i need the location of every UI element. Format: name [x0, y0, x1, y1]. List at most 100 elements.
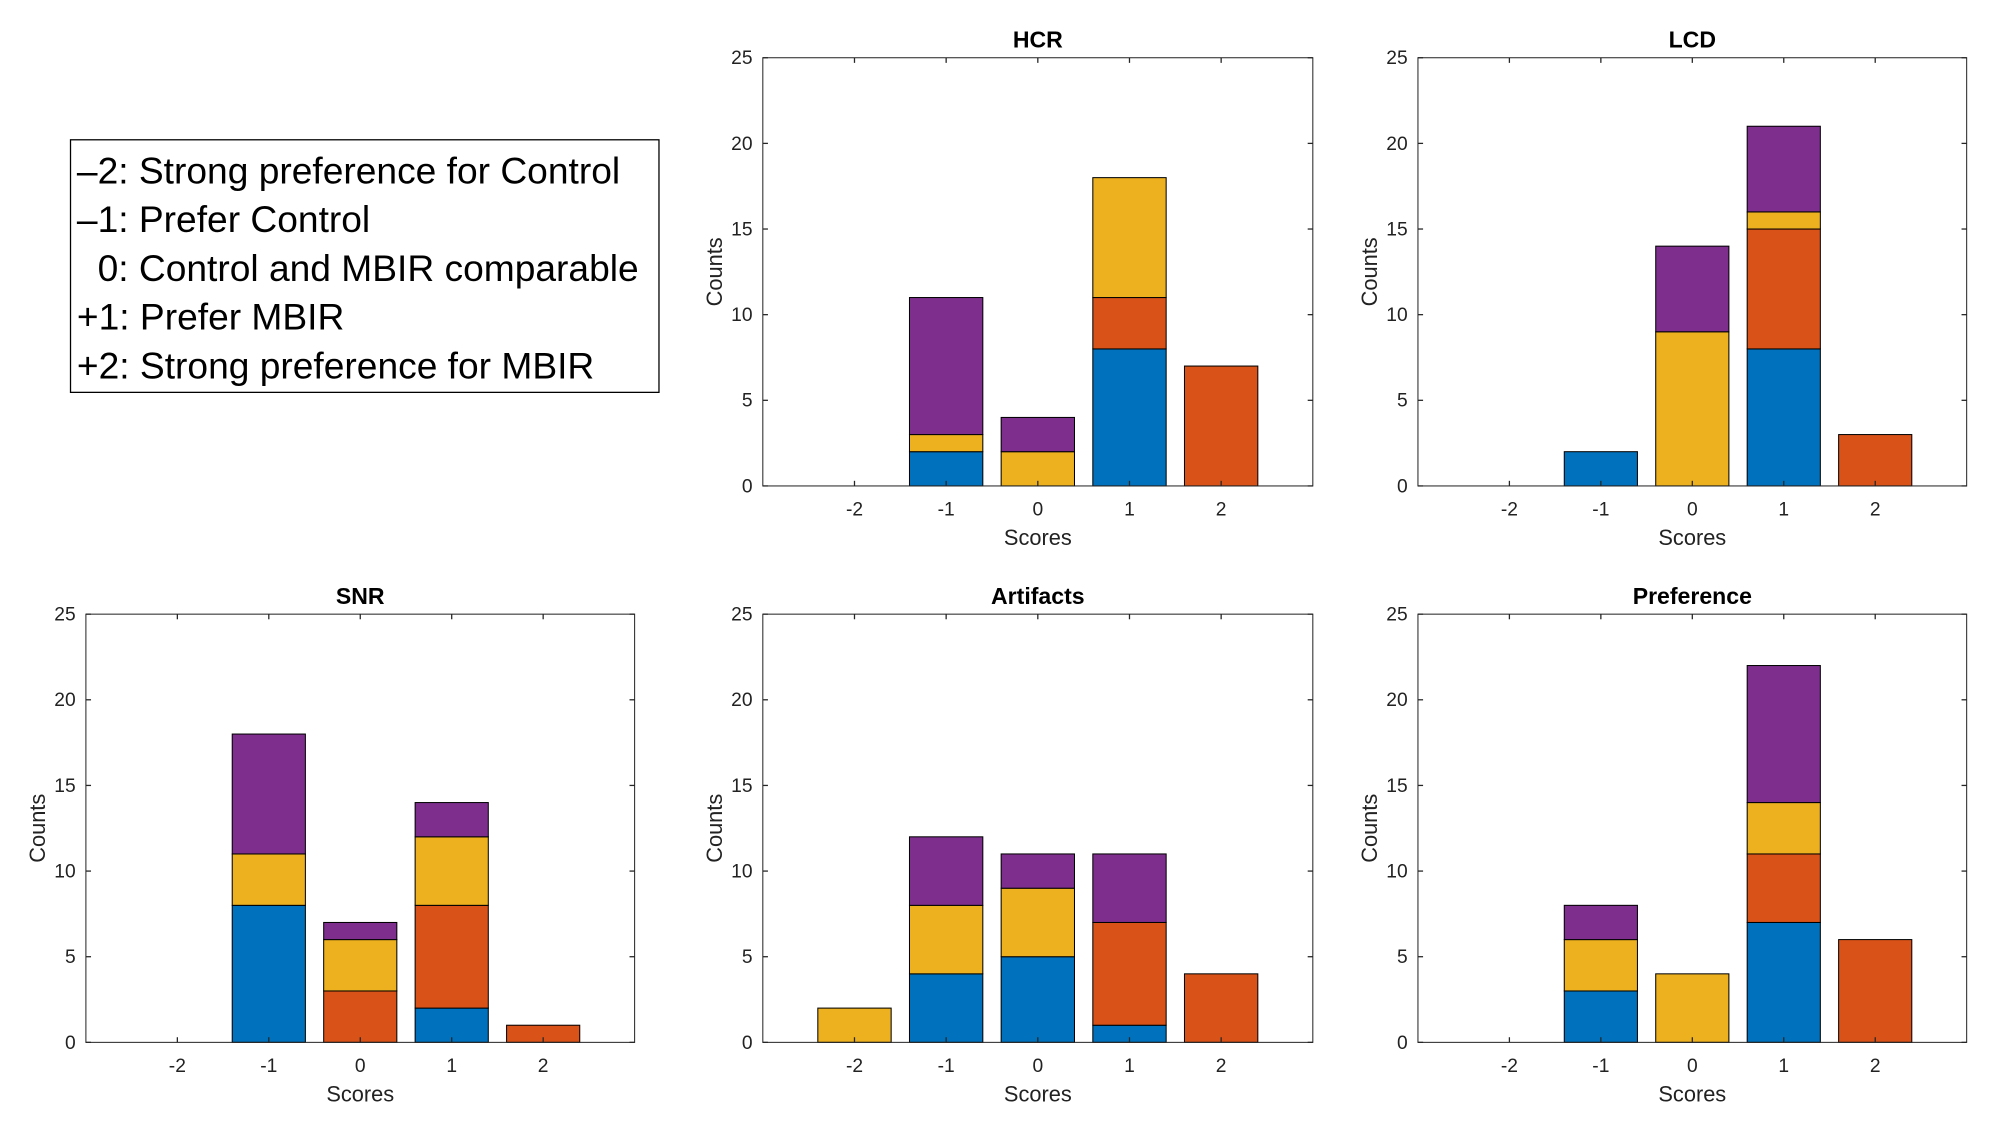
bar-purple--1 — [908, 836, 984, 906]
chart-preference: 0 5 10 15 20 25 -2 -1 0 1 2 Scores Counts Preference — [1357, 583, 1968, 1106]
bar-purple--1 — [1563, 904, 1638, 941]
y-tick-label: 25 — [731, 605, 752, 626]
x-axis-label: Scores — [1658, 525, 1726, 550]
x-tick-label: -1 — [938, 1056, 955, 1077]
y-axis-label: Counts — [1357, 237, 1382, 306]
chart-artifacts: 0 5 10 15 20 25 -2 -1 0 1 2 Scores Counts Artifacts — [702, 583, 1314, 1106]
x-tick-label: -1 — [1592, 1056, 1609, 1077]
y-tick-label: 5 — [1397, 391, 1408, 412]
y-tick-label: 0 — [65, 1033, 76, 1054]
bar-orange-0 — [323, 990, 398, 1043]
score-legend-box: –2: Strong preference for Control –1: Pr… — [69, 139, 660, 394]
x-tick-label: 0 — [355, 1056, 366, 1077]
bar-yellow--1 — [908, 904, 984, 975]
bar-yellow--1 — [908, 434, 984, 453]
legend-line: 0: Control and MBIR comparable — [77, 247, 639, 289]
bar-orange-2 — [1183, 973, 1259, 1043]
bar-purple-1 — [1746, 125, 1821, 213]
bar-blue--1 — [231, 904, 306, 1043]
y-tick-label: 0 — [1397, 1033, 1408, 1054]
y-tick-label: 25 — [731, 48, 752, 69]
chart-lcd: 0 5 10 15 20 25 -2 -1 0 1 2 Scores Counts LCD — [1357, 26, 1968, 550]
x-tick-label: 2 — [1870, 1056, 1881, 1077]
chart-title: Preference — [1633, 583, 1752, 609]
x-tick-label: 1 — [446, 1056, 457, 1077]
y-tick-label: 25 — [54, 605, 75, 626]
chart-hcr: 0 5 10 15 20 25 -2 -1 0 1 2 Scores Counts HCR — [702, 26, 1314, 550]
x-tick-label: 2 — [1870, 499, 1881, 520]
x-tick-label: 0 — [1687, 1056, 1698, 1077]
y-tick-label: 15 — [1386, 219, 1407, 240]
bar-yellow-0 — [1655, 973, 1730, 1043]
y-tick-label: 0 — [1397, 476, 1408, 497]
bar-purple--1 — [908, 297, 984, 436]
bar-purple--1 — [231, 733, 306, 855]
bar-blue--1 — [1563, 990, 1638, 1043]
bar-orange-2 — [1838, 939, 1913, 1043]
x-tick-label: 0 — [1032, 499, 1043, 520]
bar-orange-1 — [1092, 297, 1167, 350]
chart-title: SNR — [336, 583, 385, 609]
y-tick-label: 0 — [742, 1033, 753, 1054]
bar-yellow-1 — [414, 836, 489, 906]
y-tick-label: 5 — [1397, 947, 1408, 968]
bar-blue--1 — [908, 451, 984, 487]
y-tick-label: 15 — [731, 219, 752, 240]
bar-yellow-0 — [1000, 887, 1076, 958]
bar-purple-0 — [1655, 245, 1730, 333]
bar-orange-1 — [1746, 853, 1821, 923]
bar-yellow-1 — [1746, 211, 1821, 230]
bar-blue--1 — [1563, 451, 1638, 487]
x-tick-label: 1 — [1778, 499, 1789, 520]
y-tick-label: 5 — [742, 947, 753, 968]
y-tick-label: 10 — [54, 861, 75, 882]
bar-purple-0 — [323, 921, 398, 941]
y-tick-label: 15 — [1386, 776, 1407, 797]
y-tick-label: 25 — [1386, 48, 1407, 69]
bar-orange-2 — [1183, 365, 1259, 487]
bar-yellow-1 — [1746, 802, 1821, 855]
y-axis-label: Counts — [702, 794, 727, 863]
x-tick-label: 1 — [1124, 1056, 1135, 1077]
y-tick-label: 25 — [1386, 605, 1407, 626]
x-axis-label: Scores — [326, 1081, 394, 1106]
x-axis-label: Scores — [1658, 1081, 1726, 1106]
chart-title: HCR — [1013, 26, 1063, 52]
bar-yellow-1 — [1092, 177, 1167, 299]
x-tick-label: 2 — [538, 1056, 549, 1077]
x-tick-label: 1 — [1124, 499, 1135, 520]
y-tick-label: 5 — [65, 947, 76, 968]
bar-orange-1 — [414, 904, 489, 1009]
legend-line: +2: Strong preference for MBIR — [77, 344, 594, 386]
y-tick-label: 10 — [731, 861, 752, 882]
x-tick-label: -1 — [938, 499, 955, 520]
bar-purple-0 — [1000, 416, 1076, 453]
x-tick-label: -2 — [846, 1056, 863, 1077]
bar-purple-1 — [1092, 853, 1167, 923]
x-tick-label: -1 — [260, 1056, 277, 1077]
y-tick-label: 20 — [1386, 690, 1407, 711]
y-tick-label: 15 — [54, 776, 75, 797]
x-axis-label: Scores — [1004, 525, 1072, 550]
x-tick-label: -1 — [1592, 499, 1609, 520]
bar-orange-1 — [1092, 921, 1167, 1026]
chart-title: Artifacts — [991, 583, 1085, 609]
bar-purple-1 — [414, 802, 489, 838]
x-tick-label: -2 — [846, 499, 863, 520]
y-tick-label: 0 — [742, 476, 753, 497]
y-tick-label: 20 — [731, 134, 752, 155]
legend-line: –1: Prefer Control — [77, 198, 370, 240]
y-tick-label: 10 — [731, 305, 752, 326]
chart-title: LCD — [1669, 26, 1716, 52]
bar-purple-0 — [1000, 853, 1076, 889]
y-tick-label: 20 — [731, 690, 752, 711]
x-tick-label: 2 — [1216, 1056, 1227, 1077]
y-tick-label: 20 — [1386, 134, 1407, 155]
bar-orange-1 — [1746, 228, 1821, 350]
x-tick-label: 1 — [1778, 1056, 1789, 1077]
y-tick-label: 20 — [54, 690, 75, 711]
bar-blue-1 — [1746, 348, 1821, 487]
x-axis-label: Scores — [1004, 1081, 1072, 1106]
bar-yellow--1 — [231, 853, 306, 906]
x-tick-label: -2 — [1501, 1056, 1518, 1077]
